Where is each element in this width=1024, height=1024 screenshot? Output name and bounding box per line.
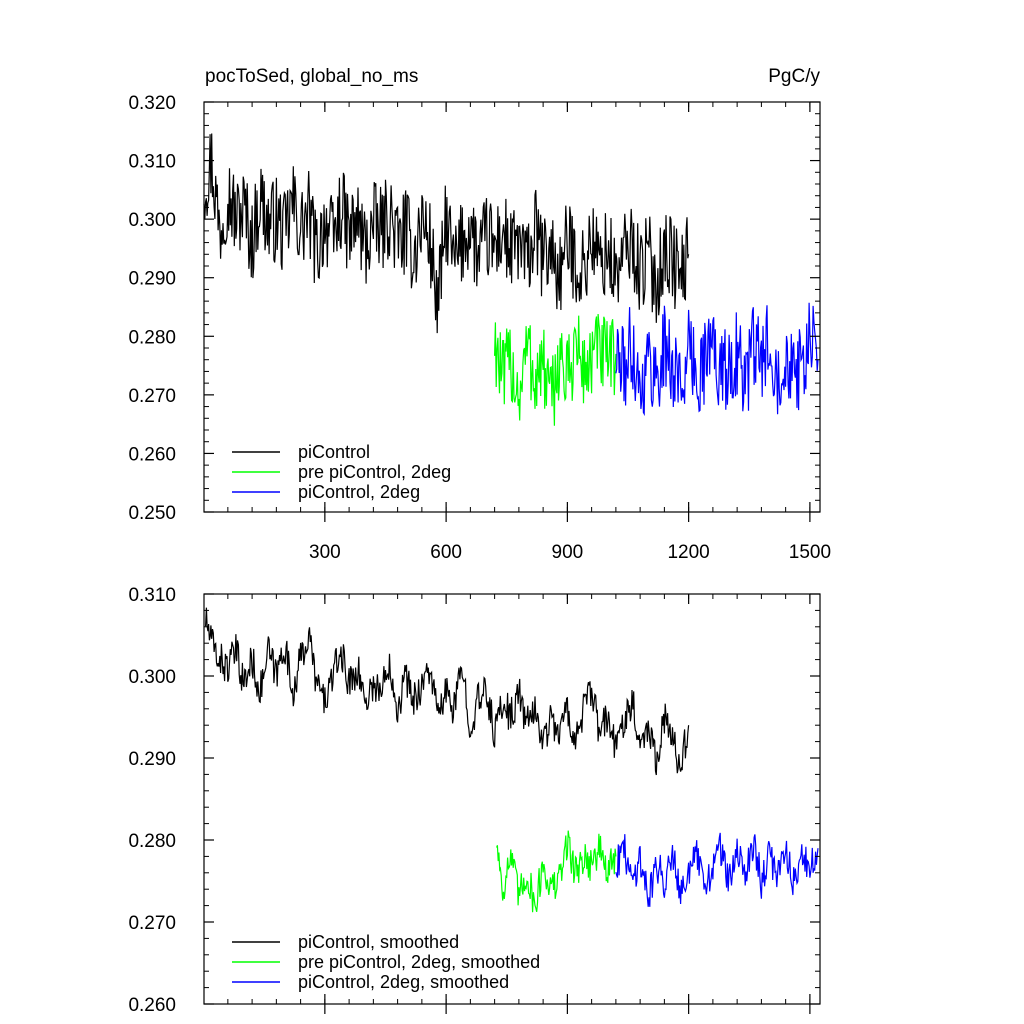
y-tick-label: 0.260 [128,444,176,465]
series-line-1 [203,133,690,334]
y-tick-label: 0.290 [128,749,176,770]
y-tick-label: 0.270 [128,913,176,934]
legend-label: pre piControl, 2deg, smoothed [298,952,540,972]
y-tick-label: 0.290 [128,269,176,290]
legend-label: pre piControl, 2deg [298,462,451,482]
chart-title: pocToSed, global_no_ms [205,66,418,87]
legend-label: piControl [298,442,370,462]
y-tick-label: 0.300 [128,667,176,688]
x-tick-label: 1200 [667,542,709,563]
series-line-2 [494,313,617,426]
chart-units: PgC/y [768,66,820,87]
plot-frame [203,593,821,1005]
y-tick-label: 0.280 [128,327,176,348]
x-tick-label: 1500 [789,542,831,563]
series-line-3 [615,302,819,417]
series-line-3 [615,832,819,907]
y-tick-label: 0.250 [128,503,176,524]
series-line-2 [496,830,617,913]
chart-panel-bottom: 0.260 0.270 0.280 0.290 0.300 0.310 piControl,… [128,585,821,1016]
y-tick-label: 0.310 [128,152,176,173]
y-tick-label: 0.260 [128,995,176,1016]
legend-label: piControl, 2deg, smoothed [298,972,509,992]
y-tick-label: 0.300 [128,210,176,231]
y-tick-label: 0.320 [128,93,176,114]
plot-area-bottom: 0.260 0.270 0.280 0.290 0.300 0.310 piControl,… [128,585,821,1016]
y-tick-label: 0.310 [128,585,176,606]
y-tick-label: 0.270 [128,386,176,407]
x-tick-label: 900 [552,542,584,563]
series-line-1 [205,607,690,776]
legend-label: piControl, 2deg [298,482,420,502]
plot-frame [203,101,821,513]
y-tick-label: 0.280 [128,831,176,852]
x-tick-label: 300 [309,542,341,563]
legend-label: piControl, smoothed [298,932,459,952]
plot-area-top: 0.250 0.260 0.270 0.280 0.290 0.300 0.310 0.320… [128,93,831,563]
chart-panel-top: pocToSed, global_no_ms PgC/y 0.2500.2600… [128,66,831,563]
x-tick-label: 600 [430,542,462,563]
